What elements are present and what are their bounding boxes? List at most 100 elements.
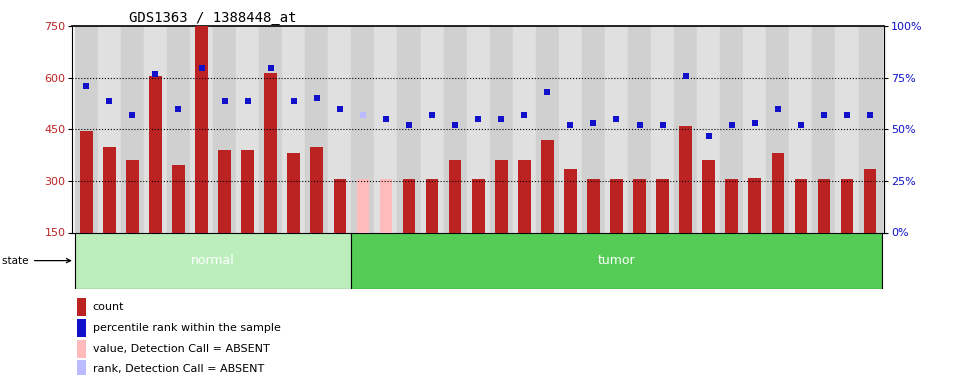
- Point: [678, 73, 694, 79]
- Bar: [380, 179, 392, 232]
- Bar: [328, 26, 352, 233]
- Bar: [467, 26, 490, 233]
- Text: value, Detection Call = ABSENT: value, Detection Call = ABSENT: [93, 344, 270, 354]
- Bar: [265, 73, 277, 232]
- Bar: [172, 165, 185, 232]
- Point: [424, 112, 440, 118]
- Point: [655, 122, 670, 128]
- Bar: [471, 179, 485, 232]
- Bar: [490, 26, 513, 233]
- Bar: [674, 26, 697, 233]
- Bar: [352, 26, 375, 233]
- Bar: [76, 360, 86, 375]
- Point: [494, 116, 509, 122]
- Point: [540, 89, 555, 95]
- Point: [839, 112, 855, 118]
- Bar: [352, 232, 882, 289]
- Text: tumor: tumor: [598, 254, 636, 267]
- Point: [747, 120, 762, 126]
- Bar: [167, 26, 190, 233]
- Bar: [98, 26, 121, 233]
- Bar: [121, 26, 144, 233]
- Bar: [288, 153, 300, 232]
- Bar: [375, 26, 397, 233]
- Text: rank, Detection Call = ABSENT: rank, Detection Call = ABSENT: [93, 364, 264, 374]
- Bar: [864, 169, 876, 232]
- Point: [701, 133, 717, 139]
- Bar: [144, 26, 167, 233]
- Bar: [426, 179, 439, 232]
- Bar: [587, 179, 600, 232]
- Point: [816, 112, 832, 118]
- Bar: [656, 179, 668, 232]
- Point: [286, 98, 301, 104]
- Bar: [310, 147, 324, 232]
- Bar: [817, 179, 831, 232]
- Bar: [789, 26, 812, 233]
- Point: [125, 112, 140, 118]
- Bar: [80, 131, 93, 232]
- Bar: [242, 150, 254, 232]
- Bar: [725, 179, 738, 232]
- Point: [240, 98, 255, 104]
- Point: [724, 122, 740, 128]
- Bar: [840, 179, 853, 232]
- Bar: [76, 319, 86, 337]
- Point: [863, 112, 878, 118]
- Bar: [859, 26, 882, 233]
- Bar: [582, 26, 605, 233]
- Point: [355, 112, 371, 118]
- Point: [632, 122, 647, 128]
- Point: [194, 64, 210, 70]
- Point: [470, 116, 486, 122]
- Bar: [195, 0, 208, 232]
- Bar: [518, 160, 530, 232]
- Bar: [236, 26, 259, 233]
- Bar: [282, 26, 305, 233]
- Point: [401, 122, 416, 128]
- Point: [585, 120, 601, 126]
- Bar: [611, 179, 623, 232]
- Point: [217, 98, 233, 104]
- Bar: [259, 26, 282, 233]
- Point: [309, 96, 325, 102]
- Bar: [126, 160, 139, 232]
- Bar: [702, 160, 715, 232]
- Text: count: count: [93, 302, 125, 312]
- Bar: [333, 179, 346, 232]
- Bar: [213, 26, 236, 233]
- Point: [171, 106, 186, 112]
- Point: [379, 116, 394, 122]
- Bar: [513, 26, 536, 233]
- Bar: [559, 26, 582, 233]
- Point: [609, 116, 624, 122]
- Point: [101, 98, 117, 104]
- Bar: [149, 76, 161, 232]
- Bar: [628, 26, 651, 233]
- Bar: [76, 339, 86, 358]
- Bar: [795, 179, 808, 232]
- Point: [78, 83, 94, 89]
- Bar: [403, 179, 415, 232]
- Bar: [749, 177, 761, 232]
- Bar: [449, 160, 462, 232]
- Text: disease state: disease state: [0, 256, 71, 266]
- Bar: [743, 26, 766, 233]
- Bar: [721, 26, 743, 233]
- Point: [770, 106, 785, 112]
- Bar: [397, 26, 420, 233]
- Bar: [651, 26, 674, 233]
- Bar: [564, 169, 577, 232]
- Text: percentile rank within the sample: percentile rank within the sample: [93, 323, 280, 333]
- Bar: [103, 147, 116, 232]
- Bar: [190, 26, 213, 233]
- Point: [447, 122, 463, 128]
- Point: [332, 106, 348, 112]
- Bar: [495, 160, 507, 232]
- Bar: [74, 232, 352, 289]
- Bar: [218, 150, 231, 232]
- Bar: [420, 26, 443, 233]
- Bar: [74, 26, 98, 233]
- Bar: [772, 153, 784, 232]
- Text: normal: normal: [191, 254, 235, 267]
